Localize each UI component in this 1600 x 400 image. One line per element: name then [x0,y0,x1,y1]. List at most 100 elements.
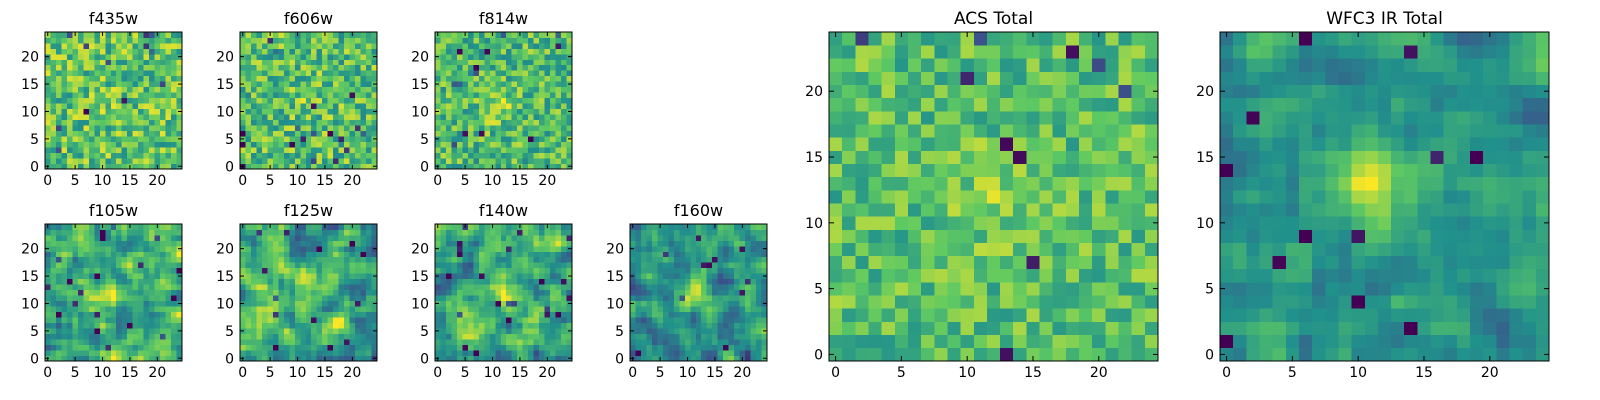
heatmap-cell [143,306,150,313]
heatmap-cell [300,300,307,307]
heatmap-cell [646,317,653,323]
heatmap-cell [327,284,334,291]
heatmap-cell [138,328,144,334]
x-tick-label: 20 [343,365,361,381]
heatmap-cell [294,125,301,131]
heatmap-cell [289,141,296,148]
heatmap-cell [550,311,556,318]
heatmap-cell [473,229,480,236]
heatmap-cell [462,147,469,153]
heatmap-cell [717,306,724,313]
heatmap-cell [539,289,545,296]
heatmap-cell [72,256,79,263]
heatmap-cell [127,114,134,121]
heatmap-cell [61,152,68,159]
heatmap-cell [110,130,117,137]
heatmap-cell [1039,321,1054,336]
heatmap-cell [522,317,529,323]
heatmap-cell [473,240,480,247]
heatmap-cell [311,32,318,38]
heatmap-cell [473,75,480,82]
heatmap-cell [349,350,356,356]
heatmap-cell [462,103,469,110]
heatmap-cell [245,130,252,137]
heatmap-cell [121,37,128,44]
heatmap-cell [311,240,318,247]
heatmap-cell [550,59,556,66]
heatmap-cell [333,234,339,241]
heatmap-cell [1065,268,1080,283]
heatmap-cell [668,306,675,313]
heatmap-cell [160,300,166,307]
heatmap-cell [500,306,507,313]
heatmap-cell [511,114,518,121]
heatmap-cell [127,37,134,44]
heatmap-cell [440,108,447,115]
heatmap-cell [673,273,680,280]
heatmap-cell [289,147,296,153]
heatmap-cell [300,141,307,148]
heatmap-cell [311,317,318,323]
heatmap-cell [132,322,139,329]
heatmap-cell [500,86,507,93]
heatmap-cell [333,59,339,66]
heatmap-cell [495,306,502,313]
heatmap-cell [88,240,95,247]
heatmap-cell [484,81,491,88]
heatmap-cell [245,59,252,66]
heatmap-cell [712,245,719,252]
heatmap-cell [132,141,139,148]
heatmap-cell [456,267,463,274]
heatmap-cell [517,273,524,280]
heatmap-cell [322,86,329,93]
heatmap-cell [467,273,474,280]
heatmap-cell [684,256,691,263]
heatmap-cell [668,344,675,351]
heatmap-cell [55,141,62,148]
heatmap-cell [690,240,697,247]
x-tick-label: 5 [461,365,470,381]
heatmap-cell [701,278,708,285]
heatmap-cell [149,350,155,356]
heatmap-cell [45,306,51,313]
heatmap-cell [160,317,166,323]
heatmap-cell [160,103,166,110]
heatmap-cell [88,136,95,142]
heatmap-cell [322,311,329,318]
heatmap-cell [99,322,106,329]
heatmap-cell [88,53,95,60]
heatmap-cell [528,300,534,307]
heatmap-cell [278,289,285,296]
heatmap-cell [160,333,166,340]
heatmap-cell [695,300,702,307]
heatmap-cell [662,295,669,302]
heatmap-cell [522,53,529,60]
heatmap-cell [72,350,79,356]
heatmap-cell [83,53,90,60]
heatmap-cell [83,86,90,93]
heatmap-cell [451,350,458,356]
heatmap-cell [272,64,279,71]
heatmap-cell [83,355,90,362]
heatmap-cell [154,147,161,153]
heatmap-cell [511,267,518,274]
heatmap-cell [855,150,869,164]
heatmap-cell [327,256,334,263]
heatmap-cell [94,262,101,269]
heatmap-cell [489,256,496,263]
heatmap-cell [45,284,51,291]
heatmap-cell [132,251,139,258]
heatmap-cell [1105,282,1119,296]
heatmap-cell [651,322,658,329]
heatmap-cell [360,136,367,142]
heatmap-cell [462,59,469,66]
heatmap-cell [344,103,350,110]
heatmap-cell [99,339,106,345]
heatmap-cell [881,334,896,349]
heatmap-cell [842,334,856,349]
heatmap-cell [349,147,356,153]
heatmap-cell [256,273,263,280]
heatmap-cell [138,97,144,104]
heatmap-cell [261,32,268,38]
heatmap-cell [176,152,183,159]
